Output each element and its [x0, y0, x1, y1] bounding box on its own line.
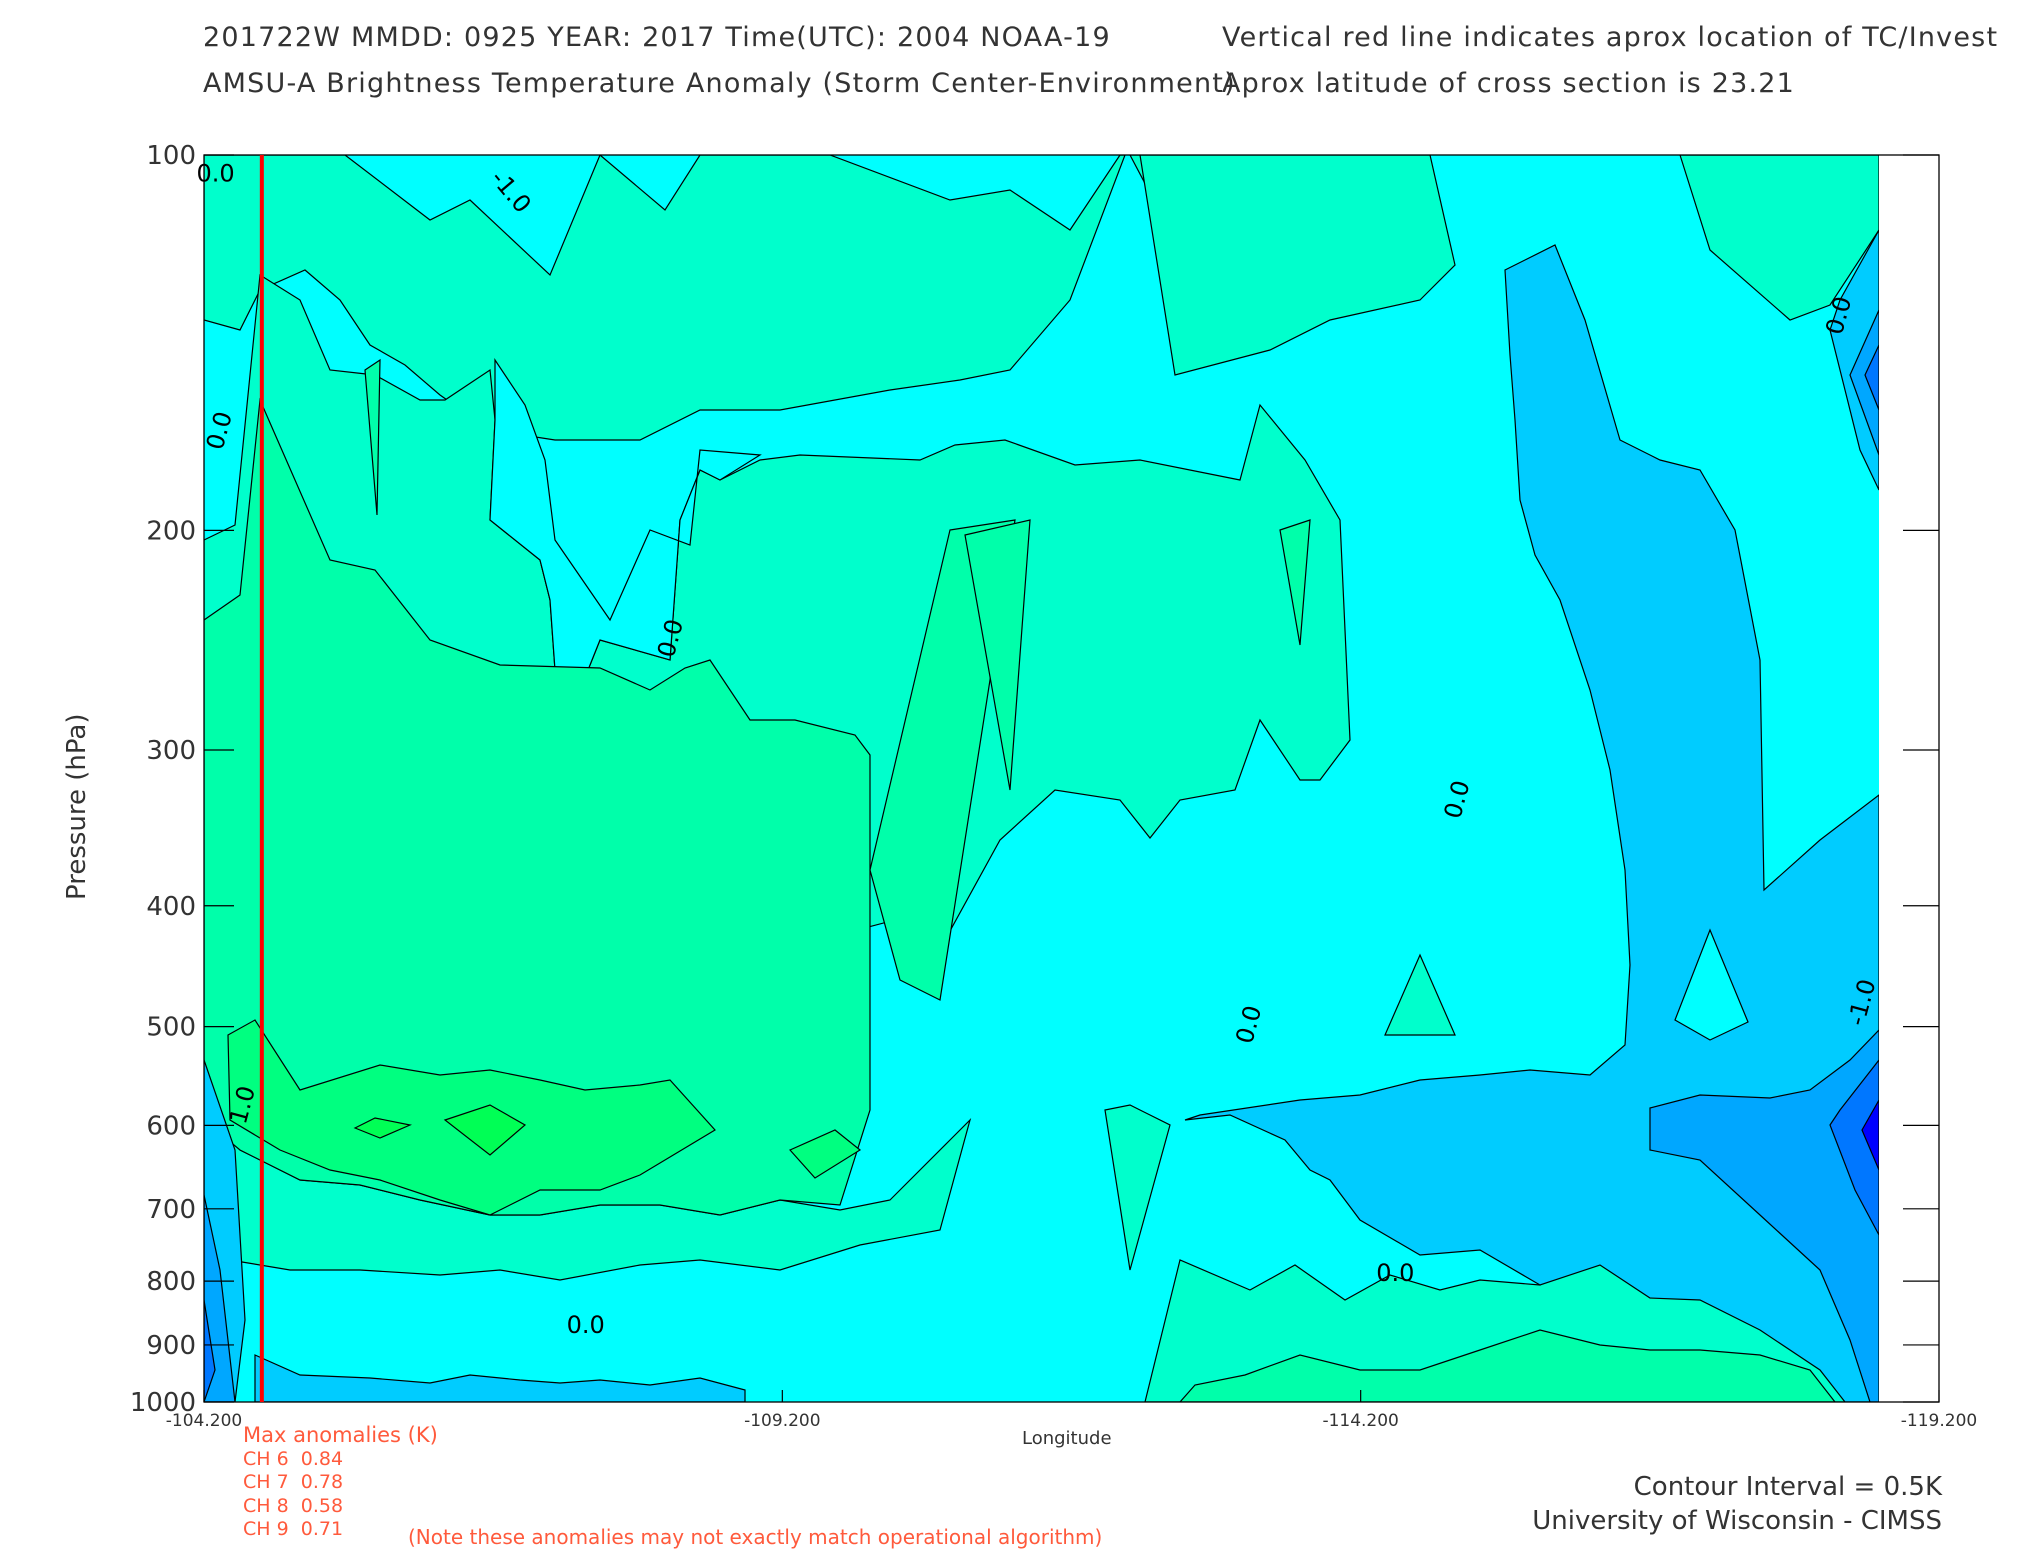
contour-fill-cyan-right-hole: [1674, 928, 1749, 1041]
channel-label: CH 6: [243, 1447, 289, 1470]
contour-fill-blue-bottom-strip: [254, 1354, 746, 1402]
contour-label-10: 0.0: [1376, 1259, 1414, 1287]
contour-fill-green-1b: [869, 519, 1016, 1001]
contour-fill-teal-top-right1: [1139, 155, 1456, 376]
x-axis-ticks: -104.200 -109.200 -114.200 -119.200: [166, 1390, 1977, 1431]
contour-fill-green-2-b: [443, 1104, 527, 1156]
contour-fill-blue-right-top: [1829, 228, 1879, 491]
channel-label: CH 9: [243, 1518, 289, 1540]
y-tick-label-200: 200: [146, 516, 196, 546]
x-axis-title: Longitude: [1022, 1428, 1112, 1449]
x-tick-label-1: -109.200: [744, 1411, 820, 1431]
contour-label-0: 0.0: [196, 159, 234, 187]
contour-fill-green-lower-right: [1179, 1329, 1836, 1402]
y-tick-label-700: 700: [146, 1195, 196, 1225]
plot-frame: [203, 154, 1940, 1403]
contour-fill-teal-top-right2: [1679, 155, 1879, 321]
channel-value: 0.78: [288, 1471, 344, 1493]
header-line1-right: Vertical red line indicates aprox locati…: [1222, 22, 1999, 53]
plot-background: [204, 155, 1939, 1402]
x-tick-label-2: -114.200: [1322, 1411, 1398, 1431]
max-anomaly-row: CH 7 0.78: [243, 1471, 438, 1495]
contour-fill-cyan-tongue1: [489, 358, 762, 741]
contour-fill-green-1: [204, 397, 871, 1216]
contour-fill-green-2-a: [353, 1117, 412, 1139]
max-anomaly-row: CH 6 0.84: [243, 1448, 438, 1472]
y-axis-title: Pressure (hPa): [62, 713, 92, 901]
contour-fill-teal-small1: [1104, 1104, 1171, 1271]
y-tick-label-600: 600: [146, 1111, 196, 1141]
max-anomaly-row: CH 9 0.71: [243, 1518, 438, 1542]
contour-fill-blue-1-5c: [204, 1299, 216, 1402]
contour-fill-green-1-5b: [789, 1129, 862, 1179]
channel-label: CH 8: [243, 1494, 289, 1517]
contour-fill-blue-1-5b: [1864, 344, 1879, 411]
contour-fill-green-1c: [964, 519, 1031, 791]
max-anomalies-panel: Max anomalies (K) CH 6 0.84 CH 7 0.78 CH 8…: [243, 1423, 438, 1542]
y-tick-label-800: 800: [146, 1267, 196, 1297]
contour-fill-green-1e: [364, 358, 381, 516]
header-line1-left: 201722W MMDD: 0925 YEAR: 2017 Time(UTC):…: [203, 22, 1111, 53]
channel-label: CH 7: [243, 1471, 289, 1493]
max-anomalies-list: CH 6 0.84 CH 7 0.78 CH 8 0.58 CH 9 0.71: [243, 1448, 438, 1542]
y-tick-label-300: 300: [146, 736, 196, 766]
y-tick-label-100: 100: [146, 141, 196, 171]
contour-fill-blue-1-5: [1829, 1059, 1879, 1236]
header-line2-left: AMSU-A Brightness Temperature Anomaly (S…: [203, 68, 1236, 99]
x-tick-label-3: -119.200: [1901, 1411, 1977, 1431]
header-line2-right: Aprox latitude of cross section is 23.21: [1222, 68, 1795, 99]
anomaly-note: (Note these anomalies may not exactly ma…: [408, 1525, 1103, 1549]
contour-fill-teal-small2: [1384, 953, 1456, 1036]
contour-interval-text: Contour Interval = 0.5K: [1633, 1472, 1942, 1502]
x-tick-label-0: -104.200: [166, 1411, 242, 1431]
contour-label-9: 0.0: [567, 1311, 605, 1339]
y-tick-label-500: 500: [146, 1013, 196, 1043]
y-tick-label-400: 400: [146, 892, 196, 922]
credit-text: University of Wisconsin - CIMSS: [1532, 1506, 1942, 1536]
y-tick-label-900: 900: [146, 1331, 196, 1361]
contour-fill-blue-1: [1649, 1029, 1879, 1402]
contour-fill-blue-2: [1861, 1098, 1879, 1171]
max-anomaly-row: CH 8 0.58: [243, 1495, 438, 1519]
contour-fill-green-1d: [1279, 519, 1311, 646]
contour-fill-blue-1b: [1849, 309, 1879, 456]
footer-credits: Contour Interval = 0.5K University of Wi…: [1532, 1470, 1942, 1538]
channel-value: 0.84: [288, 1447, 344, 1470]
y-tick-label-1000: 1000: [130, 1388, 196, 1418]
channel-value: 0.71: [288, 1518, 344, 1540]
no-data-region: [1881, 155, 1939, 1402]
contour-fill-teal-top-left: [204, 155, 1126, 441]
max-anomalies-title: Max anomalies (K): [243, 1423, 438, 1447]
channel-value: 0.58: [288, 1494, 344, 1517]
y-axis-ticks: 100 200 300 400 500 600 700 800 900 1000: [130, 141, 1939, 1418]
